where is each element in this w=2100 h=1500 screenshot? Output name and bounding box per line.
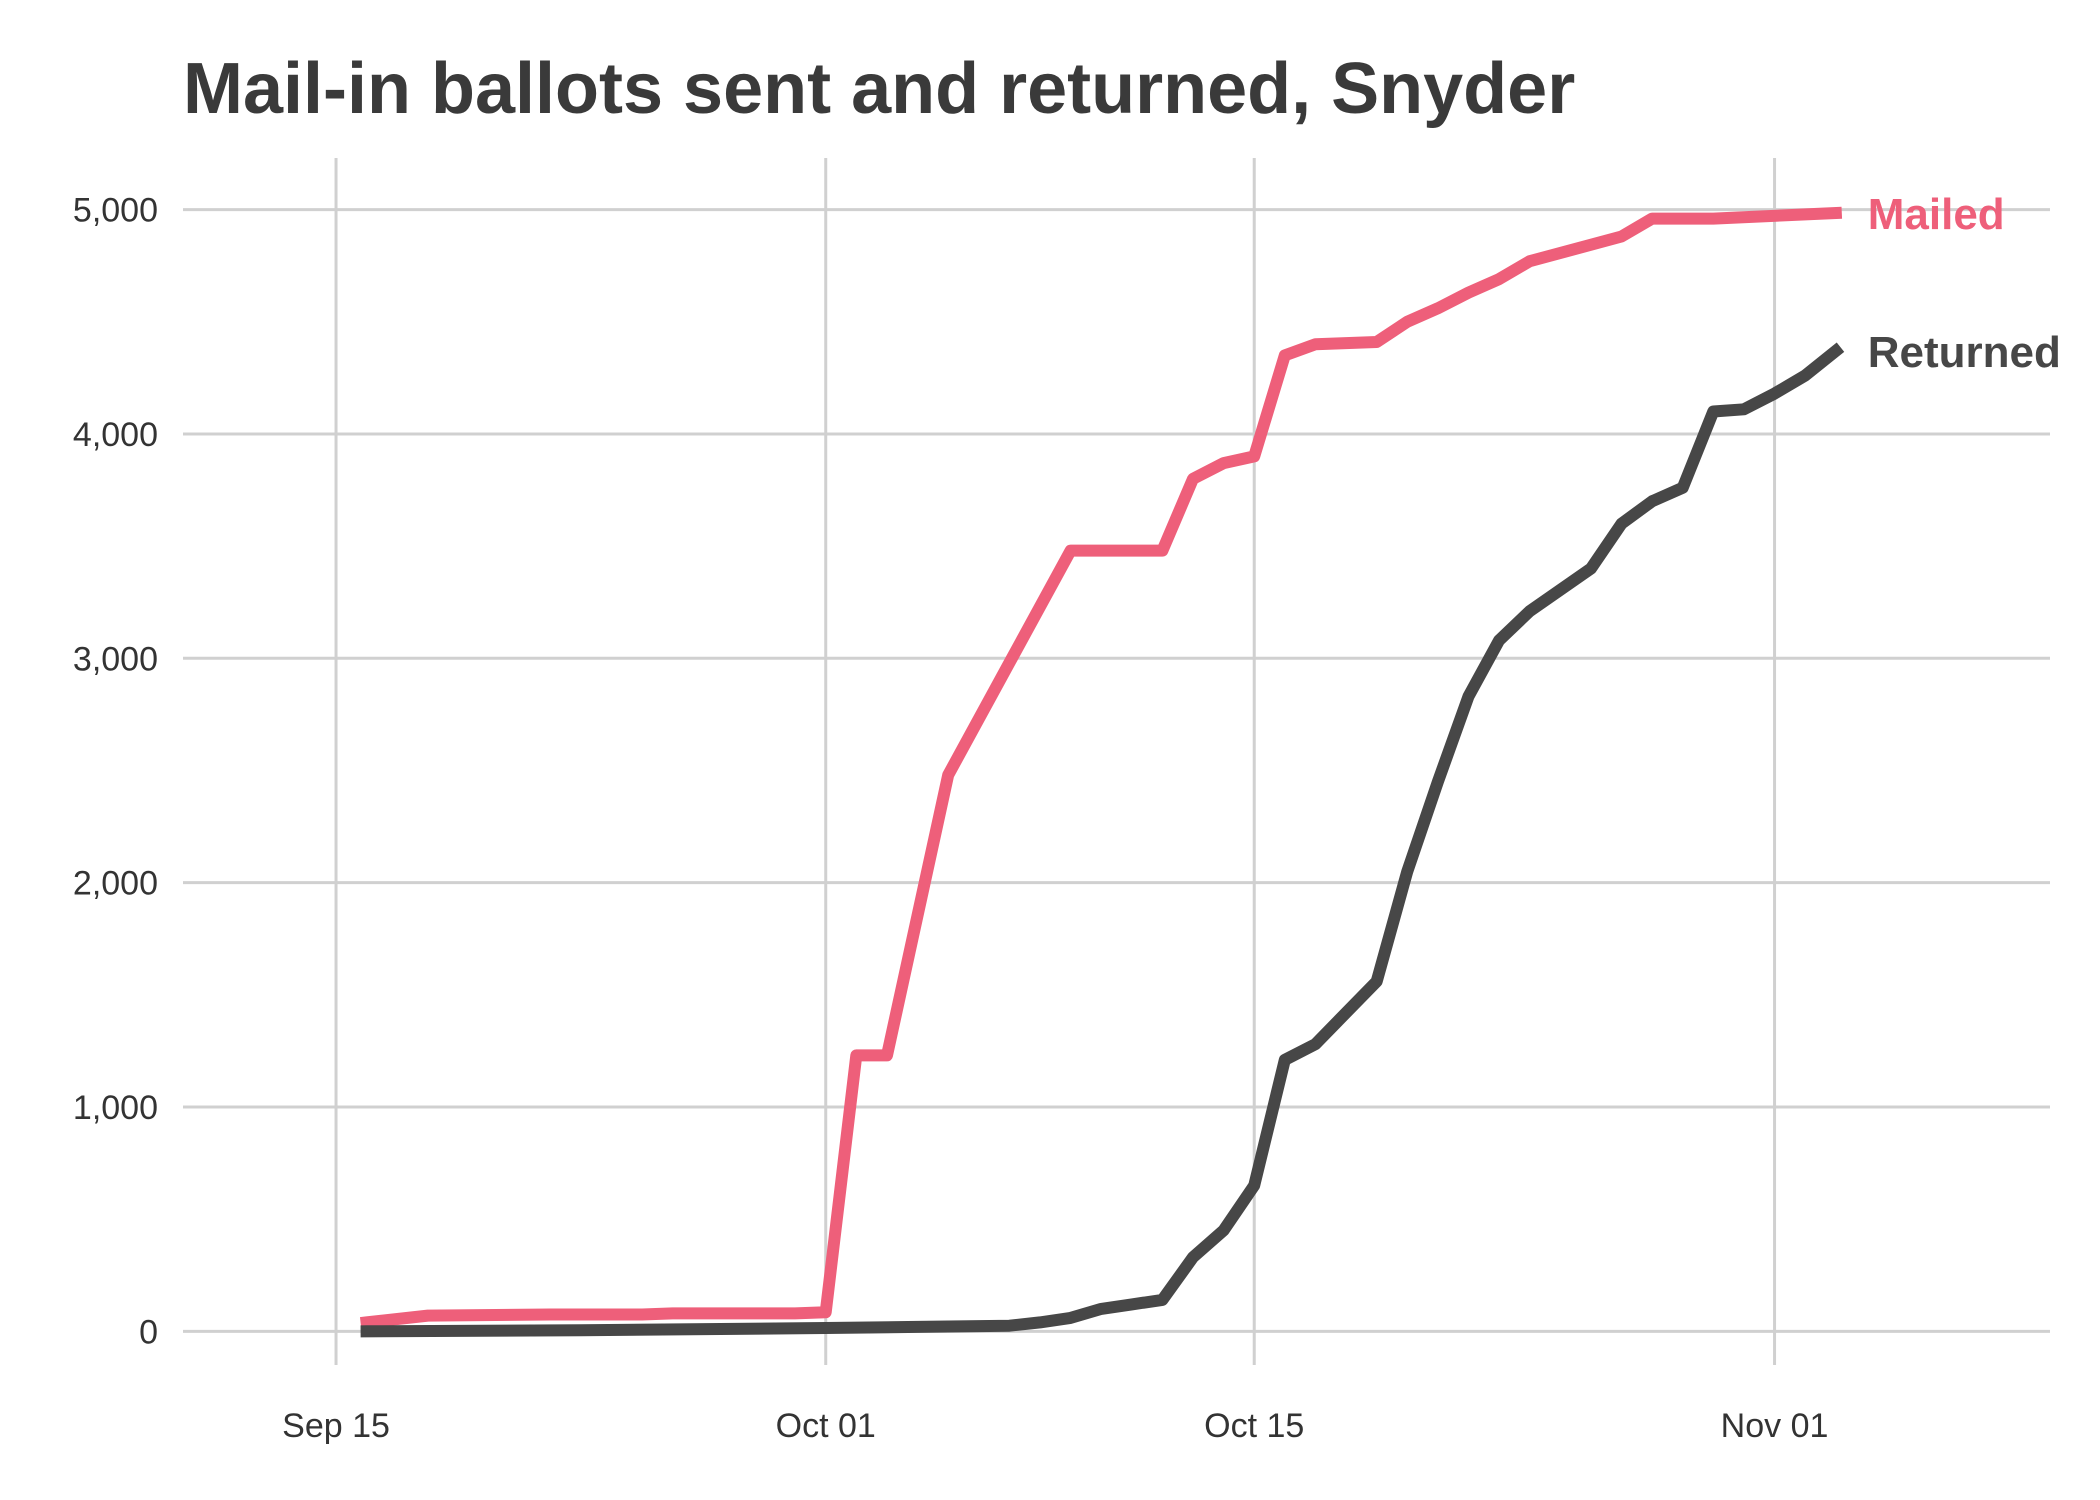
x-axis-tick-labels: Sep 15 Oct 01 Oct 15 Nov 01 [282, 1407, 1828, 1445]
y-axis-tick-labels: 0 1,000 2,000 3,000 4,000 5,000 [73, 192, 158, 1352]
series-labels: Mailed Returned [1868, 190, 2061, 377]
series-lines [359, 206, 1845, 1338]
series-label-mailed: Mailed [1868, 190, 2005, 239]
x-tick-label: Oct 15 [1204, 1407, 1304, 1445]
series-label-returned: Returned [1868, 328, 2061, 377]
grid [183, 158, 2050, 1365]
series-line-returned [360, 342, 1845, 1338]
y-tick-label: 0 [139, 1313, 158, 1351]
x-tick-label: Nov 01 [1721, 1407, 1829, 1445]
x-tick-label: Oct 01 [776, 1407, 876, 1445]
y-tick-label: 1,000 [73, 1089, 158, 1127]
y-tick-label: 4,000 [73, 416, 158, 454]
y-tick-label: 3,000 [73, 640, 158, 678]
y-tick-label: 2,000 [73, 865, 158, 903]
x-tick-label: Sep 15 [282, 1407, 390, 1445]
series-line-mailed [359, 206, 1843, 1330]
y-tick-label: 5,000 [73, 192, 158, 230]
chart-title: Mail-in ballots sent and returned, Snyde… [183, 49, 1575, 129]
